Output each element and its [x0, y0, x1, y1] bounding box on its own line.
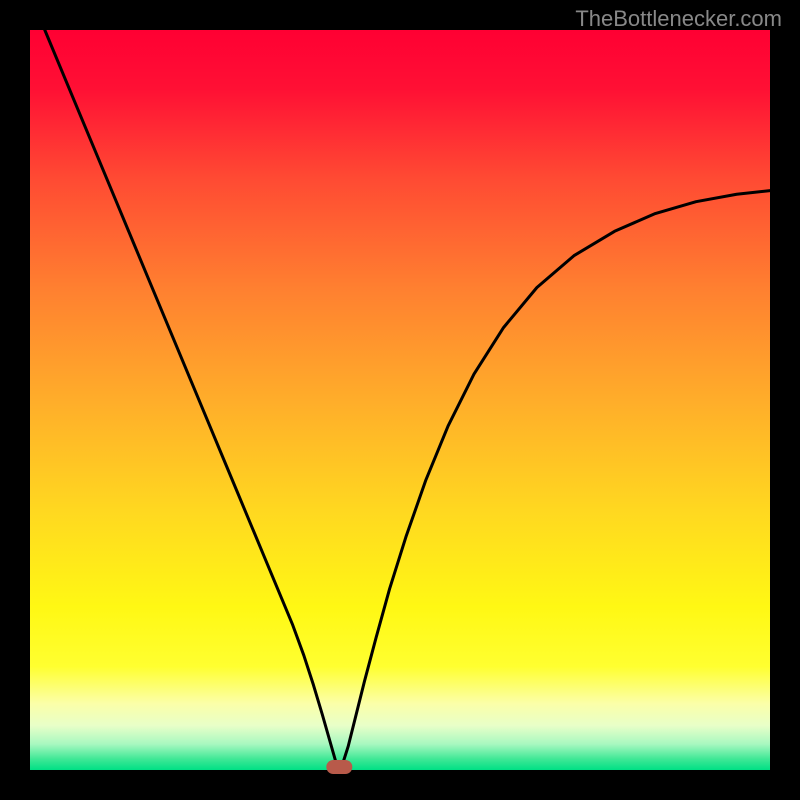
watermark-text: TheBottlenecker.com [575, 6, 782, 32]
chart-container: TheBottlenecker.com [0, 0, 800, 800]
optimum-marker [326, 760, 352, 774]
chart-background [30, 30, 770, 770]
bottleneck-chart [0, 0, 800, 800]
